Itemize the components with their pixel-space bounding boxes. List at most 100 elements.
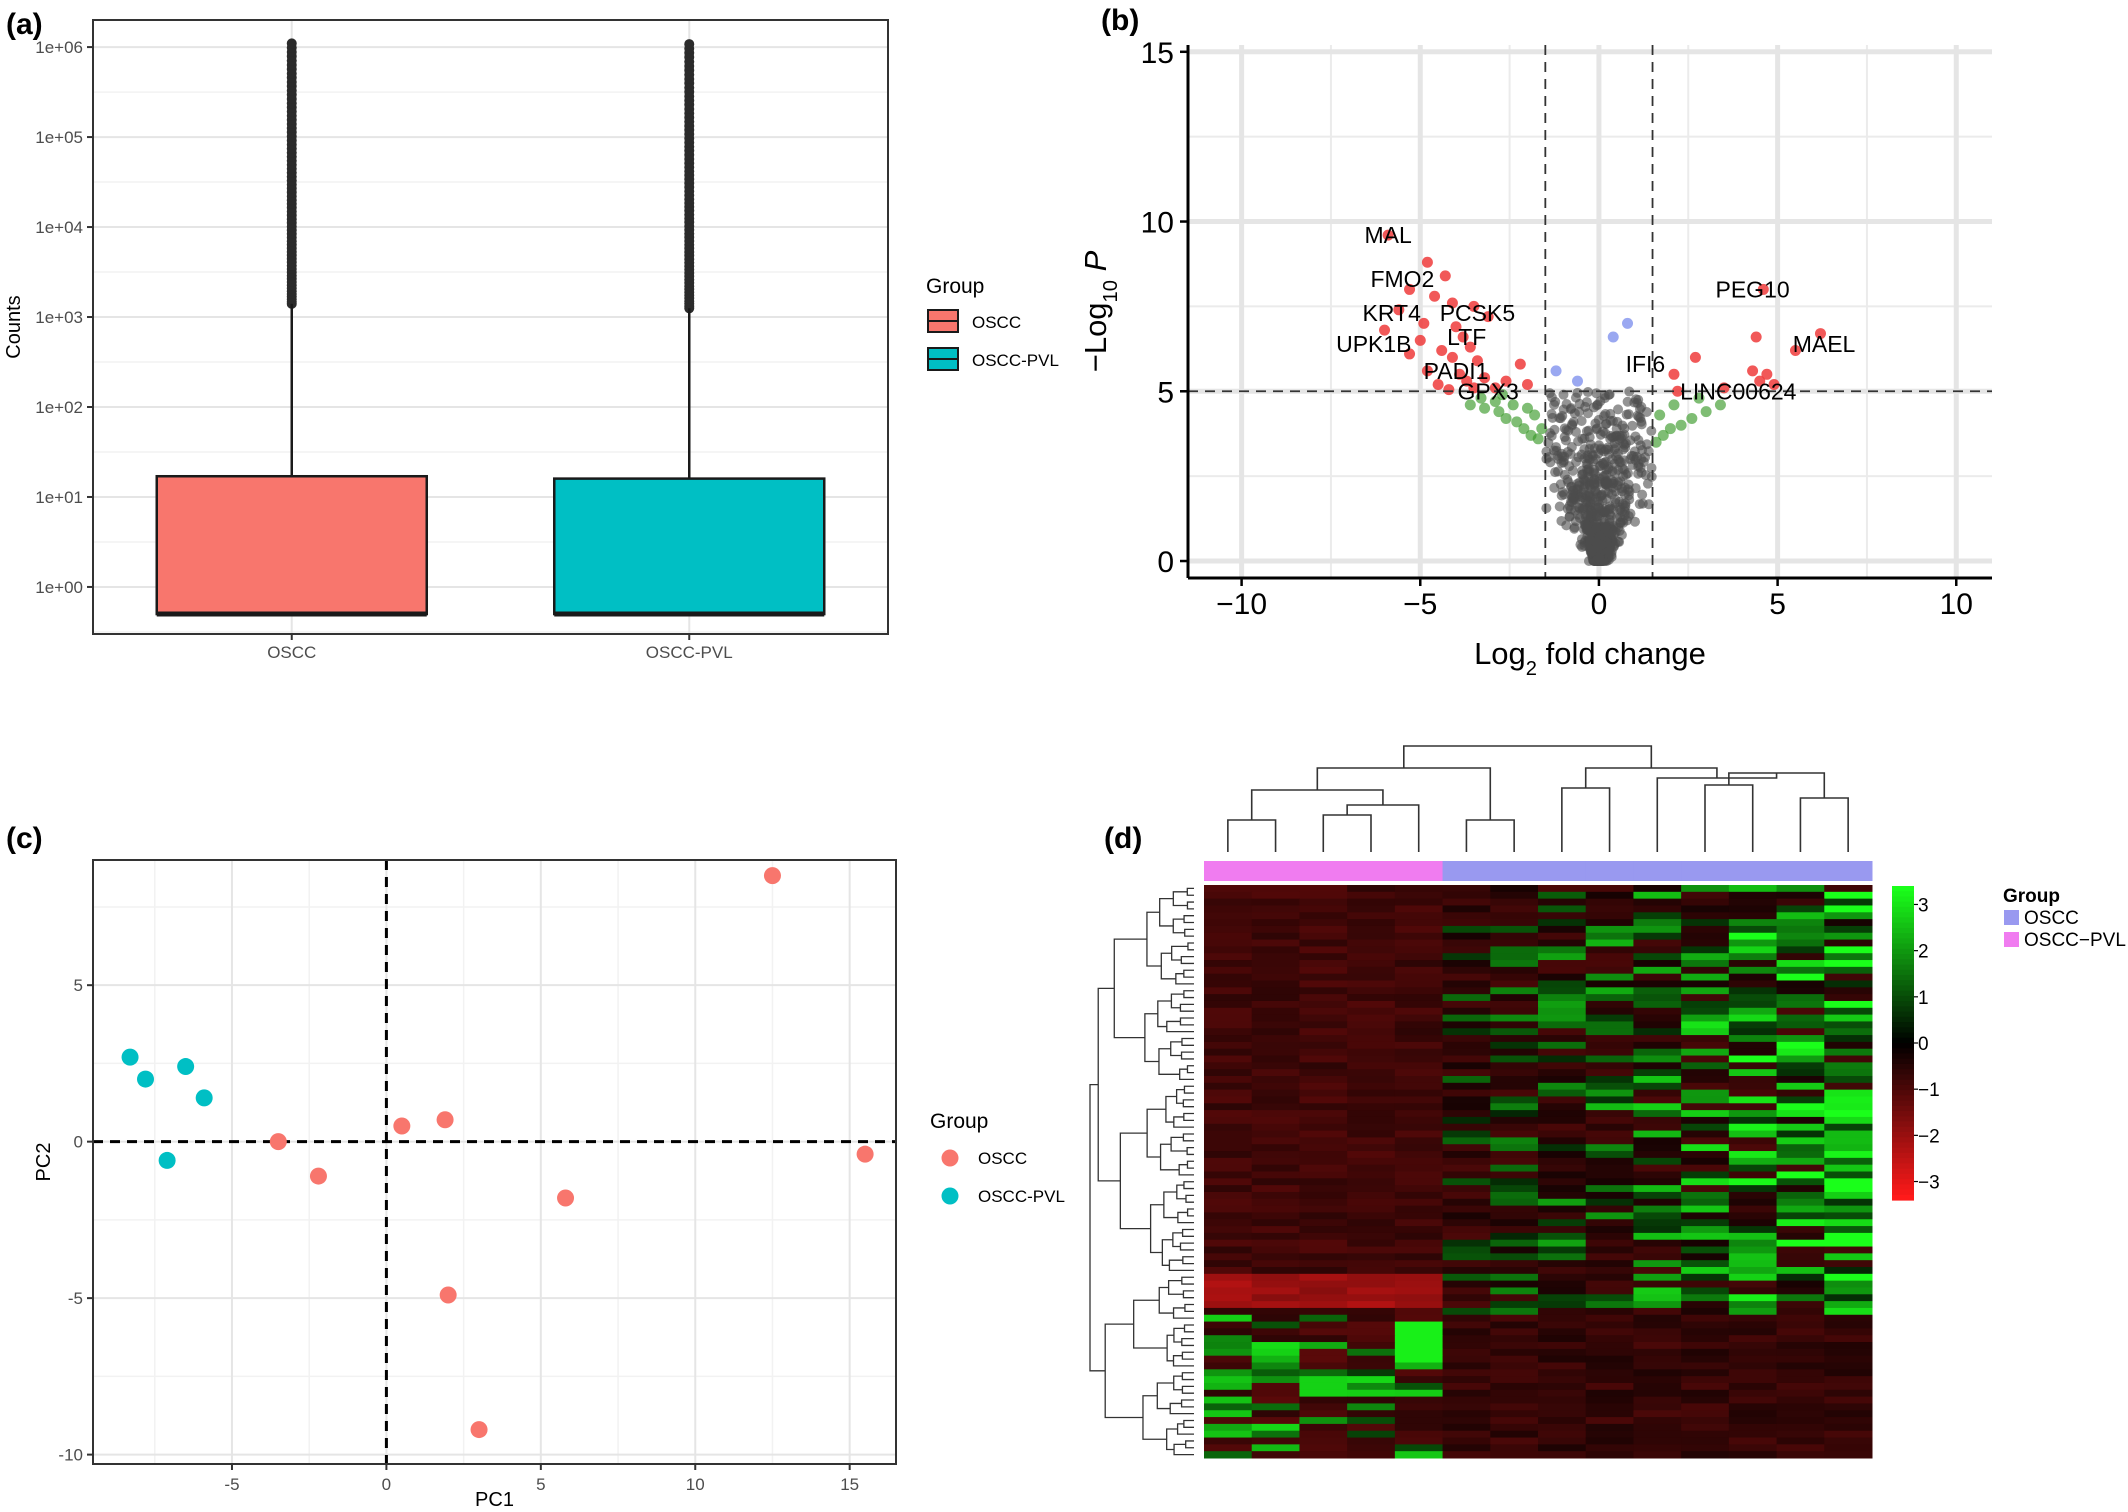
heatmap-cell: [1251, 1355, 1300, 1363]
heatmap-cell: [1633, 1191, 1682, 1200]
heatmap-cell: [1204, 973, 1253, 981]
heatmap-cell: [1538, 1301, 1587, 1309]
volcano-point-significant: [1754, 375, 1766, 387]
heatmap-cell: [1824, 1048, 1873, 1057]
heatmap-cell: [1585, 966, 1634, 975]
volcano-point-fc: [1475, 392, 1487, 404]
volcano-point-ns: [1577, 433, 1588, 444]
heatmap-cell: [1394, 1007, 1444, 1016]
heatmap-cell: [1204, 1437, 1253, 1445]
dendrogram-branch: [1181, 1228, 1194, 1237]
heatmap-cell: [1585, 1069, 1634, 1077]
heatmap-cell: [1538, 1007, 1587, 1016]
colorbar-segment: [1892, 1121, 1914, 1128]
heatmap-cell: [1824, 939, 1873, 947]
heatmap-cell: [1585, 1423, 1634, 1432]
heatmap-cell: [1824, 1403, 1873, 1411]
heatmap-cell: [1681, 1260, 1730, 1268]
dendrogram-branch: [1179, 1003, 1194, 1012]
heatmap-cell: [1251, 1198, 1300, 1207]
volcano-point-significant: [1521, 378, 1533, 390]
heatmap-cell: [1251, 987, 1300, 995]
heatmap-cell: [1633, 1198, 1682, 1207]
colorbar-segment: [1892, 1090, 1914, 1096]
heatmap-cell: [1776, 1212, 1825, 1220]
dendrogram-branch: [1183, 1419, 1194, 1428]
x-tick-label: −10: [1216, 588, 1267, 621]
dendrogram-branch: [1159, 1143, 1180, 1171]
heatmap-cell: [1442, 980, 1491, 988]
heatmap-cell: [1538, 1403, 1587, 1411]
heatmap-cell: [1681, 1137, 1730, 1145]
heatmap-cell: [1204, 1007, 1253, 1016]
heatmap-cell: [1490, 932, 1539, 941]
heatmap-cell: [1490, 1267, 1539, 1275]
volcano-point-ns: [1600, 522, 1611, 533]
heatmap-cell: [1204, 980, 1253, 988]
heatmap-cell: [1728, 1253, 1778, 1261]
heatmap-cell: [1299, 1321, 1348, 1329]
heatmap-cell: [1538, 1239, 1587, 1248]
heatmap-cell: [1585, 1239, 1634, 1248]
volcano-point-ns: [1554, 501, 1565, 512]
heatmap-cell: [1204, 898, 1253, 906]
heatmap-cell: [1824, 1369, 1873, 1377]
dendrogram-branch: [1173, 1375, 1183, 1391]
heatmap-cell: [1633, 1164, 1682, 1172]
column-annotation-cell: [1394, 861, 1444, 881]
heatmap-cell: [1490, 1116, 1539, 1125]
heatmap-cell: [1394, 1062, 1444, 1070]
heatmap-cell: [1585, 1226, 1634, 1234]
heatmap-cell: [1585, 1062, 1634, 1070]
heatmap-cell: [1251, 1362, 1300, 1370]
heatmap-cell: [1251, 1369, 1300, 1377]
heatmap-cell: [1585, 1246, 1634, 1254]
volcano-point-significant: [1446, 351, 1458, 363]
heatmap-cell: [1490, 994, 1539, 1002]
heatmap-cell: [1538, 1232, 1587, 1241]
heatmap-cell: [1442, 1035, 1491, 1043]
heatmap-cell: [1728, 898, 1778, 906]
dendrogram-branch: [1183, 1324, 1194, 1333]
heatmap-cell: [1347, 1369, 1396, 1377]
heatmap-cell: [1204, 1403, 1253, 1411]
heatmap-cell: [1251, 1246, 1300, 1254]
heatmap-cell: [1681, 1123, 1730, 1132]
heatmap-cell: [1299, 1267, 1348, 1275]
heatmap-cell: [1299, 919, 1348, 927]
heatmap-cell: [1681, 1389, 1730, 1398]
volcano-point-ns: [1582, 450, 1593, 461]
heatmap-cell: [1633, 1314, 1682, 1323]
heatmap-cell: [1633, 1055, 1682, 1063]
heatmap-cell: [1442, 1430, 1491, 1439]
volcano-point-significant: [1439, 270, 1451, 282]
heatmap-cell: [1394, 1212, 1444, 1220]
heatmap-cell: [1633, 1328, 1682, 1336]
heatmap-cell: [1442, 905, 1491, 913]
heatmap-cell: [1776, 1348, 1825, 1357]
column-annotation-cell: [1490, 861, 1539, 881]
heatmap-cell: [1347, 1000, 1396, 1009]
dendrogram-branch: [1180, 1399, 1194, 1408]
heatmap-cell: [1394, 1035, 1444, 1043]
heatmap-cell: [1490, 960, 1539, 968]
heatmap-cell: [1824, 885, 1873, 893]
heatmap-cell: [1347, 1144, 1396, 1152]
heatmap-cell: [1776, 1273, 1825, 1282]
heatmap-cell: [1347, 1423, 1396, 1432]
heatmap-cell: [1490, 1151, 1539, 1159]
dendrogram-branch: [1183, 1085, 1194, 1094]
heatmap-cell: [1538, 1451, 1587, 1459]
colorbar-segment: [1892, 1142, 1914, 1149]
heatmap-cell: [1585, 939, 1634, 947]
heatmap-cell: [1442, 1082, 1491, 1091]
volcano-point-ns: [1609, 444, 1620, 455]
heatmap-cell: [1204, 1307, 1253, 1316]
heatmap-cell: [1824, 1444, 1873, 1452]
heatmap-cell: [1442, 1260, 1491, 1268]
heatmap-cell: [1538, 1157, 1587, 1166]
heatmap-cell: [1299, 1396, 1348, 1404]
heatmap-cell: [1251, 1342, 1300, 1350]
heatmap-cell: [1776, 1185, 1825, 1193]
heatmap-cell: [1442, 1164, 1491, 1172]
